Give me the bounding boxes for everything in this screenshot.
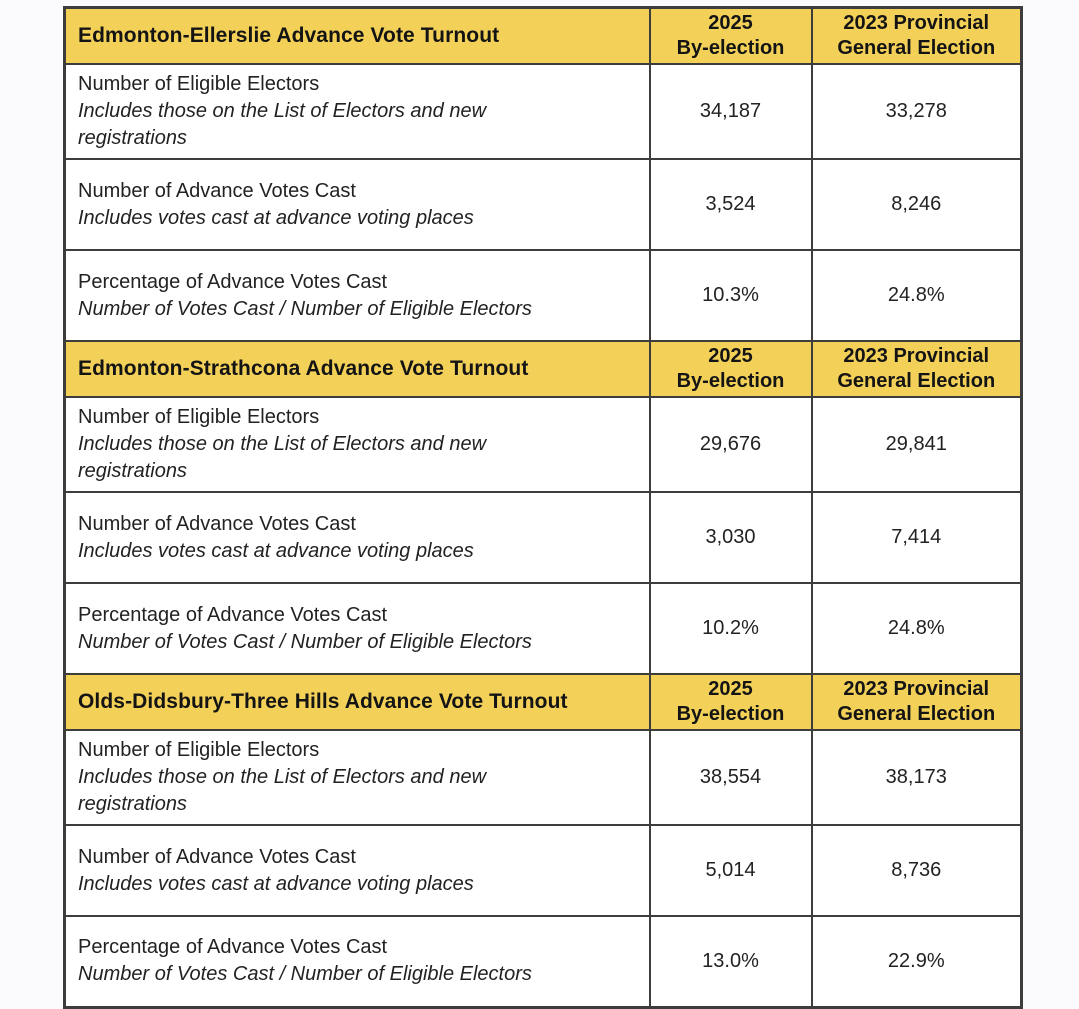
col-header-line: By-election [676, 37, 785, 59]
col-header-line: General Election [837, 370, 996, 392]
col-header-line: By-election [676, 703, 785, 725]
metric-label: Number of Eligible Electors [78, 406, 320, 428]
value-byelection: 3,524 [648, 158, 813, 251]
col-header-line: 2023 Provincial [843, 678, 990, 700]
metric-label-cell: Number of Advance Votes Cast Includes vo… [63, 824, 651, 917]
col-header-line: 2023 Provincial [843, 12, 990, 34]
metric-label-cell: Number of Eligible Electors Includes tho… [63, 729, 651, 826]
section-header-row: Edmonton-Strathcona Advance Vote Turnout… [63, 340, 1023, 398]
value-general: 24.8% [810, 582, 1023, 675]
table-row: Percentage of Advance Votes Cast Number … [63, 915, 1023, 1008]
value-byelection: 34,187 [648, 63, 813, 160]
value-byelection: 38,554 [648, 729, 813, 826]
metric-label: Number of Advance Votes Cast [78, 512, 356, 535]
col-header-line: 2025 [708, 345, 753, 367]
value-byelection: 13.0% [648, 915, 813, 1008]
section-header-row: Edmonton-Ellerslie Advance Vote Turnout … [63, 6, 1023, 65]
value-general: 8,246 [810, 158, 1023, 251]
table-row: Percentage of Advance Votes Cast Number … [63, 582, 1023, 675]
table-row: Number of Eligible Electors Includes tho… [63, 396, 1023, 493]
value-general: 8,736 [810, 824, 1023, 917]
advance-vote-turnout-table: Edmonton-Ellerslie Advance Vote Turnout … [63, 6, 1023, 1009]
table-row: Number of Eligible Electors Includes tho… [63, 729, 1023, 826]
metric-sublabel: Includes votes cast at advance voting pl… [78, 872, 474, 895]
value-byelection: 10.2% [648, 582, 813, 675]
metric-sublabel: Includes those on the List of Electors a… [78, 433, 487, 482]
table-row: Percentage of Advance Votes Cast Number … [63, 249, 1023, 342]
value-byelection: 5,014 [648, 824, 813, 917]
col-header-line: 2025 [708, 12, 753, 34]
col-header-2025-byelection: 2025 By-election [648, 340, 813, 398]
col-header-2023-general: 2023 Provincial General Election [810, 6, 1023, 65]
value-byelection: 10.3% [648, 249, 813, 342]
table-row: Number of Eligible Electors Includes tho… [63, 63, 1023, 160]
col-header-line: General Election [837, 37, 996, 59]
section-header-row: Olds-Didsbury-Three Hills Advance Vote T… [63, 673, 1023, 731]
metric-label: Percentage of Advance Votes Cast [78, 270, 388, 293]
metric-label: Number of Eligible Electors [78, 73, 320, 95]
section-title-olds-didsbury-three-hills: Olds-Didsbury-Three Hills Advance Vote T… [63, 673, 651, 731]
value-general: 29,841 [810, 396, 1023, 493]
value-general: 24.8% [810, 249, 1023, 342]
metric-sublabel: Number of Votes Cast / Number of Eligibl… [78, 963, 532, 986]
metric-label-cell: Percentage of Advance Votes Cast Number … [63, 249, 651, 342]
metric-sublabel: Includes those on the List of Electors a… [78, 100, 487, 149]
metric-label-cell: Number of Eligible Electors Includes tho… [63, 396, 651, 493]
value-general: 7,414 [810, 491, 1023, 584]
metric-label-cell: Percentage of Advance Votes Cast Number … [63, 915, 651, 1008]
col-header-2023-general: 2023 Provincial General Election [810, 340, 1023, 398]
value-general: 22.9% [810, 915, 1023, 1008]
col-header-2025-byelection: 2025 By-election [648, 673, 813, 731]
value-general: 38,173 [810, 729, 1023, 826]
col-header-2025-byelection: 2025 By-election [648, 6, 813, 65]
metric-label-cell: Percentage of Advance Votes Cast Number … [63, 582, 651, 675]
metric-label-cell: Number of Eligible Electors Includes tho… [63, 63, 651, 160]
section-title-edmonton-strathcona: Edmonton-Strathcona Advance Vote Turnout [63, 340, 651, 398]
table-row: Number of Advance Votes Cast Includes vo… [63, 158, 1023, 251]
metric-sublabel: Includes votes cast at advance voting pl… [78, 539, 474, 562]
value-byelection: 29,676 [648, 396, 813, 493]
col-header-2023-general: 2023 Provincial General Election [810, 673, 1023, 731]
metric-sublabel: Includes votes cast at advance voting pl… [78, 206, 474, 229]
section-title-edmonton-ellerslie: Edmonton-Ellerslie Advance Vote Turnout [63, 6, 651, 65]
metric-label-cell: Number of Advance Votes Cast Includes vo… [63, 491, 651, 584]
table-row: Number of Advance Votes Cast Includes vo… [63, 824, 1023, 917]
metric-label: Number of Eligible Electors [78, 739, 320, 761]
value-general: 33,278 [810, 63, 1023, 160]
col-header-line: By-election [676, 370, 785, 392]
metric-label: Percentage of Advance Votes Cast [78, 936, 388, 959]
value-byelection: 3,030 [648, 491, 813, 584]
metric-sublabel: Number of Votes Cast / Number of Eligibl… [78, 630, 532, 653]
col-header-line: 2025 [708, 678, 753, 700]
metric-sublabel: Number of Votes Cast / Number of Eligibl… [78, 297, 532, 320]
metric-label: Percentage of Advance Votes Cast [78, 603, 388, 626]
metric-label-cell: Number of Advance Votes Cast Includes vo… [63, 158, 651, 251]
metric-sublabel: Includes those on the List of Electors a… [78, 766, 487, 815]
metric-label: Number of Advance Votes Cast [78, 179, 356, 202]
col-header-line: 2023 Provincial [843, 345, 990, 367]
col-header-line: General Election [837, 703, 996, 725]
metric-label: Number of Advance Votes Cast [78, 845, 356, 868]
table-row: Number of Advance Votes Cast Includes vo… [63, 491, 1023, 584]
